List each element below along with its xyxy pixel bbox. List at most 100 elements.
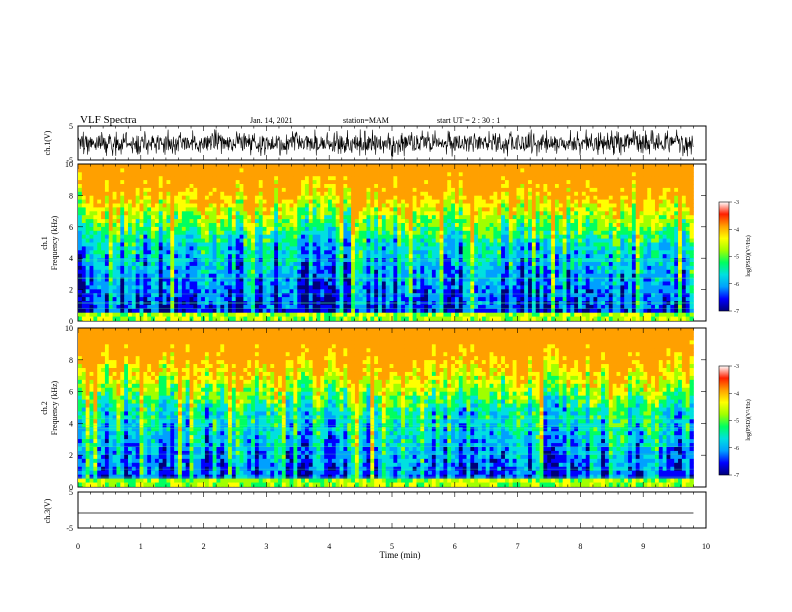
spectrogram-cell [158, 191, 164, 197]
spectrogram-cell [397, 301, 402, 306]
spectrogram-cell [335, 246, 340, 251]
spectrogram-cell [308, 191, 314, 197]
spectrogram-cell [212, 187, 217, 193]
spectrogram-cell [328, 176, 333, 181]
spectrogram-cell [524, 191, 529, 197]
spectrogram-cell [285, 258, 290, 263]
spectrogram-cell [466, 199, 471, 204]
spectrogram-cell [112, 226, 117, 232]
spectrogram-cell [270, 215, 275, 220]
spectrogram-cell [412, 168, 417, 173]
spectrogram-cell [547, 297, 552, 302]
spectrogram-cell [501, 164, 506, 169]
spectrogram-cell [351, 176, 356, 181]
spectrogram-cell [424, 203, 429, 208]
spectrogram-cell [551, 176, 556, 181]
spectrogram-cell [497, 180, 502, 185]
spectrogram-cell [135, 265, 140, 271]
spectrogram-cell [139, 199, 144, 204]
spectrogram-cell [147, 273, 152, 278]
spectrogram-cell [208, 242, 214, 247]
spectrogram-cell [516, 203, 521, 208]
spectrogram-cell [466, 262, 471, 267]
spectrogram-cell [131, 254, 137, 259]
spectrogram-cell [208, 304, 214, 310]
spectrogram-cell [324, 281, 329, 286]
spectrogram-cell [354, 164, 360, 169]
spectrogram-cell [193, 289, 198, 294]
spectrogram-cell [101, 219, 106, 224]
spectrogram-cell [154, 258, 160, 263]
spectrogram-cell [428, 176, 433, 181]
spectrogram-cell [335, 277, 340, 282]
spectrogram-cell [228, 262, 233, 267]
spectrogram-cell [266, 230, 271, 236]
spectrogram-cell [535, 176, 540, 181]
spectrogram-cell [270, 258, 275, 263]
spectrogram-cell [220, 184, 225, 189]
spectrogram-cell [170, 281, 175, 286]
spectrogram-cell [458, 187, 464, 193]
spectrogram-cell [304, 301, 310, 306]
spectrogram-cell [312, 293, 317, 298]
spectrogram-cell [358, 308, 364, 314]
spectrogram-cell [224, 258, 229, 263]
spectrogram-cell [543, 254, 548, 259]
spectrogram-cell [385, 223, 390, 228]
spectrogram-cell [239, 273, 244, 278]
spectrogram-cell [212, 297, 217, 302]
spectrogram-cell [485, 277, 490, 282]
spectrogram-cell [504, 262, 510, 267]
spectrogram-cell [301, 164, 306, 169]
spectrogram-cell [281, 301, 287, 306]
spectrogram-cell [524, 211, 529, 216]
spectrogram-cell [293, 312, 298, 317]
spectrogram-cell [289, 254, 294, 259]
spectrogram-cell [454, 308, 460, 314]
spectrogram-cell [397, 207, 402, 212]
date-label: Jan. 14, 2021 [250, 116, 293, 125]
spectrogram-cell [128, 304, 133, 310]
spectrogram-cell [512, 273, 517, 278]
spectrogram-cell [266, 293, 271, 298]
spectrogram-cell [108, 191, 114, 197]
spectrogram-cell [397, 273, 402, 278]
spectrogram-cell [178, 230, 183, 236]
spectrogram-cell [504, 277, 510, 282]
spectrogram-cell [351, 293, 356, 298]
spectrogram-cell [328, 262, 333, 267]
spectrogram-cell [297, 168, 302, 173]
spectrogram-cell [501, 238, 506, 243]
spectrogram-cell [224, 312, 229, 317]
spectrogram-cell [370, 246, 375, 251]
spectrogram-cell [181, 242, 187, 247]
spectrogram-cell [270, 301, 275, 306]
spectrogram-cell [208, 269, 214, 275]
spectrogram-cell [189, 203, 194, 208]
spectrogram-cell [504, 316, 510, 321]
spectrogram-cell [285, 301, 290, 306]
spectrogram-cell [270, 273, 275, 278]
spectrogram-cell [201, 285, 206, 290]
spectrogram-cell [131, 164, 137, 169]
spectrogram-cell [481, 180, 487, 185]
spectrogram-cell [424, 262, 429, 267]
spectrogram-cell [412, 234, 417, 239]
spectrogram-cell [197, 187, 202, 193]
spectrogram-cell [243, 269, 248, 275]
spectrogram-cell [301, 254, 306, 259]
spectrogram-cell [151, 238, 156, 243]
spectrogram-cell [174, 172, 179, 177]
spectrogram-cell [531, 230, 537, 236]
spectrogram-cell [247, 269, 252, 275]
spectrogram-cell [243, 172, 248, 177]
spectrogram-cell [378, 219, 383, 224]
spectrogram-cell [128, 180, 133, 185]
spectrogram-cell [331, 316, 337, 321]
spectrogram-cell [274, 180, 279, 185]
spectrogram-cell [104, 250, 110, 255]
spectrogram-cell [435, 223, 440, 228]
spectrogram-cell [108, 211, 114, 216]
spectrogram-cell [212, 304, 217, 310]
spectrogram-cell [278, 273, 283, 278]
